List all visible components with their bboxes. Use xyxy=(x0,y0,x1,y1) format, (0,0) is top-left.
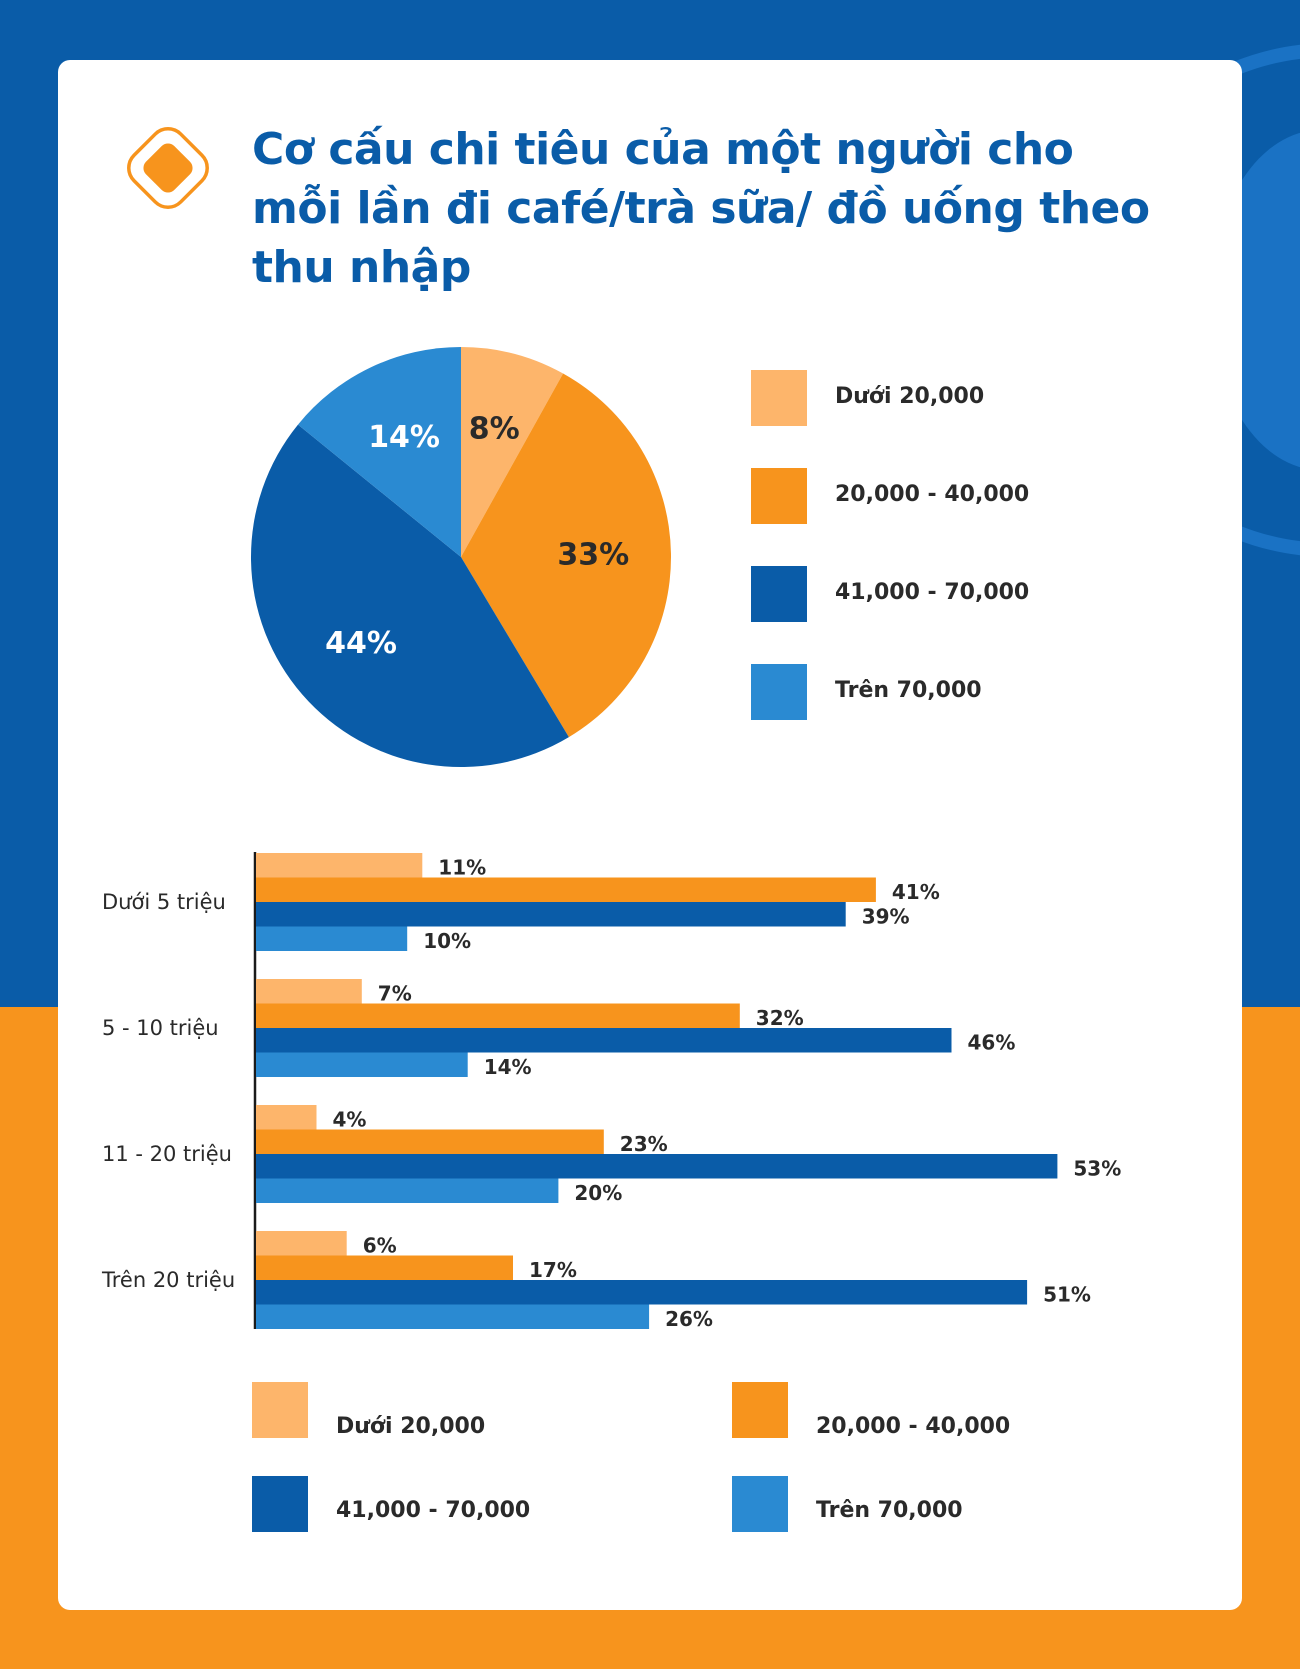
diamond-logo-icon xyxy=(127,127,209,209)
bar xyxy=(256,1304,650,1329)
category-label: Dưới 5 triệu xyxy=(102,890,226,914)
bar-legend-item: 20,000 - 40,000 xyxy=(732,1382,1152,1439)
bar xyxy=(256,979,362,1004)
legend-swatch xyxy=(252,1476,308,1532)
legend-label: Dưới 20,000 xyxy=(336,1414,486,1439)
bar-legend: Dưới 20,000 20,000 - 40,000 41,000 - 70,… xyxy=(252,1382,1052,1532)
bar-value-label: 6% xyxy=(363,1233,397,1257)
pie-slice-label: 33% xyxy=(557,537,629,572)
bar xyxy=(256,1280,1028,1305)
pie-slice xyxy=(461,373,672,738)
legend-swatch xyxy=(751,566,807,622)
bar xyxy=(256,1052,468,1077)
bar xyxy=(256,926,408,951)
bar xyxy=(256,1028,952,1053)
content-card xyxy=(58,60,1242,1610)
bar-value-label: 4% xyxy=(333,1107,367,1131)
pie-slice-label: 14% xyxy=(368,420,440,455)
legend-swatch xyxy=(751,468,807,524)
bar-value-label: 11% xyxy=(438,855,486,879)
bar-value-label: 53% xyxy=(1073,1156,1121,1180)
legend-swatch xyxy=(751,664,807,720)
bar xyxy=(256,1129,604,1154)
bar-legend-item: 41,000 - 70,000 xyxy=(252,1476,672,1532)
bar-legend-item: Dưới 20,000 xyxy=(252,1382,672,1439)
pie-slice-label: 44% xyxy=(325,626,397,661)
legend-label: 41,000 - 70,000 xyxy=(835,580,1030,605)
bar xyxy=(256,853,423,878)
bar-value-label: 51% xyxy=(1043,1282,1091,1306)
bar xyxy=(256,1003,740,1028)
legend-swatch xyxy=(732,1382,788,1438)
legend-label: 20,000 - 40,000 xyxy=(816,1414,1011,1439)
bar-value-label: 23% xyxy=(620,1132,668,1156)
category-label: 11 - 20 triệu xyxy=(102,1142,232,1166)
legend-label: 41,000 - 70,000 xyxy=(336,1498,531,1523)
bar-value-label: 26% xyxy=(665,1307,713,1331)
pie-legend-item: 41,000 - 70,000 xyxy=(751,566,1171,622)
bar xyxy=(256,1105,317,1130)
bar xyxy=(256,877,876,902)
bar-chart: Dưới 5 triệu 11% 41%39% 10% 5 - 10 triệu 7% 32… xyxy=(101,852,1121,1331)
pie-slice xyxy=(250,424,569,768)
bar-value-label: 39% xyxy=(862,904,910,928)
legend-swatch xyxy=(732,1476,788,1532)
bar xyxy=(256,1178,559,1203)
bar-value-label: 32% xyxy=(756,1006,804,1030)
bar-value-label: 17% xyxy=(529,1258,577,1282)
pie-legend-item: Dưới 20,000 xyxy=(751,370,1171,426)
bar-value-label: 7% xyxy=(378,981,412,1005)
bar xyxy=(256,1231,347,1256)
legend-label: Dưới 20,000 xyxy=(835,384,985,409)
bar xyxy=(256,902,846,927)
bar-value-label: 41% xyxy=(892,880,940,904)
category-label: 5 - 10 triệu xyxy=(102,1016,219,1040)
legend-label: Trên 70,000 xyxy=(835,678,982,703)
pie-slice xyxy=(298,347,461,557)
category-label: Trên 20 triệu xyxy=(101,1268,235,1292)
bar-legend-item: Trên 70,000 xyxy=(732,1476,1152,1532)
pie-legend-item: 20,000 - 40,000 xyxy=(751,468,1171,524)
bar-value-label: 46% xyxy=(968,1030,1016,1054)
legend-label: Trên 70,000 xyxy=(816,1498,963,1523)
bar-value-label: 10% xyxy=(423,929,471,953)
legend-label: 20,000 - 40,000 xyxy=(835,482,1030,507)
pie-legend: Dưới 20,000 20,000 - 40,000 41,000 - 70,… xyxy=(751,370,1171,730)
legend-swatch xyxy=(252,1382,308,1438)
legend-swatch xyxy=(751,370,807,426)
pie-slice xyxy=(461,347,564,557)
bar-value-label: 14% xyxy=(484,1055,532,1079)
bar xyxy=(256,1154,1058,1179)
pie-legend-item: Trên 70,000 xyxy=(751,664,1171,720)
pie-chart: 8% 33% 44% 14% xyxy=(250,347,672,768)
bar-value-label: 20% xyxy=(574,1181,622,1205)
pie-slice-label: 8% xyxy=(469,411,520,446)
page-title: Cơ cấu chi tiêu của một người cho mỗi lầ… xyxy=(252,124,1150,293)
bar xyxy=(256,1255,513,1280)
